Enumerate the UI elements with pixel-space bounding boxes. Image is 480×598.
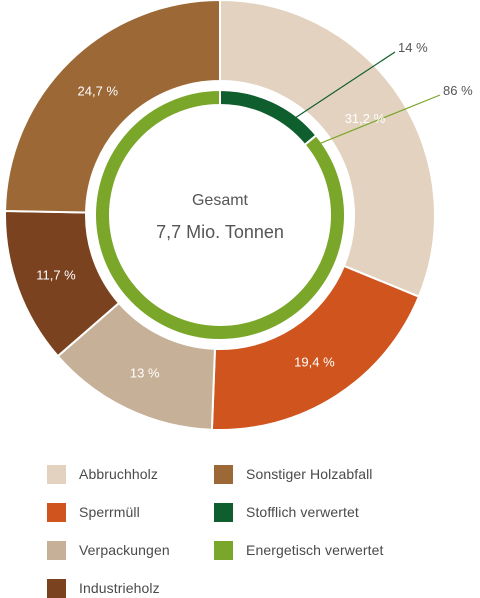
leader-line-stofflich-verwertet — [295, 51, 396, 119]
legend-swatch-stofflich-verwertet — [214, 502, 233, 522]
slice-label-energetisch-verwertet: 86 % — [443, 83, 473, 98]
legend-label-sonstiger-holzabfall: Sonstiger Holzabfall — [246, 466, 373, 482]
slice-label-stofflich-verwertet: 14 % — [398, 40, 428, 55]
outer-ring — [4, 0, 436, 431]
outer-ring-labels: 31,2 % 19,4 % 13 % 11,7 % 24,7 % — [36, 83, 385, 380]
slice-label-sonstiger-holzabfall: 24,7 % — [78, 83, 119, 98]
slice-sperrmuell — [210, 264, 421, 431]
slice-label-abbruchholz: 31,2 % — [345, 111, 386, 126]
slice-label-industrieholz: 11,7 % — [36, 268, 76, 283]
donut-chart: 31,2 % 19,4 % 13 % 11,7 % 24,7 % 14 % 86 % Ge… — [4, 0, 473, 431]
legend-item-stofflich-verwertet: Stofflich verwertet — [214, 502, 359, 522]
leader-lines — [295, 51, 441, 144]
center-label-total: 7,7 Mio. Tonnen — [156, 222, 284, 242]
slice-sonstiger-holzabfall — [4, 0, 221, 214]
legend-label-verpackungen: Verpackungen — [79, 542, 170, 558]
legend-label-abbruchholz: Abbruchholz — [79, 466, 158, 482]
legend-swatch-energetisch-verwertet — [214, 540, 233, 560]
center-label-title: Gesamt — [192, 192, 249, 209]
legend-label-energetisch-verwertet: Energetisch verwertet — [246, 542, 384, 558]
legend-item-verpackungen: Verpackungen — [47, 540, 170, 560]
inner-ring-labels: 14 % 86 % — [398, 40, 473, 98]
legend-swatch-sonstiger-holzabfall — [214, 464, 233, 484]
legend-swatch-industrieholz — [47, 578, 66, 598]
legend-item-industrieholz: Industrieholz — [47, 578, 160, 598]
legend-label-stofflich-verwertet: Stofflich verwertet — [246, 504, 359, 520]
legend-item-sonstiger-holzabfall: Sonstiger Holzabfall — [214, 464, 373, 484]
legend-swatch-abbruchholz — [47, 464, 66, 484]
leader-line-energetisch-verwertet — [319, 94, 441, 144]
legend-item-sperrmuell: Sperrmüll — [47, 502, 140, 522]
slice-abbruchholz — [219, 0, 436, 298]
legend-item-abbruchholz: Abbruchholz — [47, 464, 158, 484]
slice-label-sperrmuell: 19,4 % — [294, 355, 335, 370]
legend-item-energetisch-verwertet: Energetisch verwertet — [214, 540, 384, 560]
inner-ring — [94, 88, 346, 341]
slice-label-verpackungen: 13 % — [130, 365, 160, 380]
legend-swatch-verpackungen — [47, 540, 66, 560]
legend-label-industrieholz: Industrieholz — [79, 580, 160, 596]
legend-label-sperrmuell: Sperrmüll — [79, 504, 140, 520]
slice-energetisch-verwertet — [94, 88, 346, 341]
legend-swatch-sperrmuell — [47, 502, 66, 522]
